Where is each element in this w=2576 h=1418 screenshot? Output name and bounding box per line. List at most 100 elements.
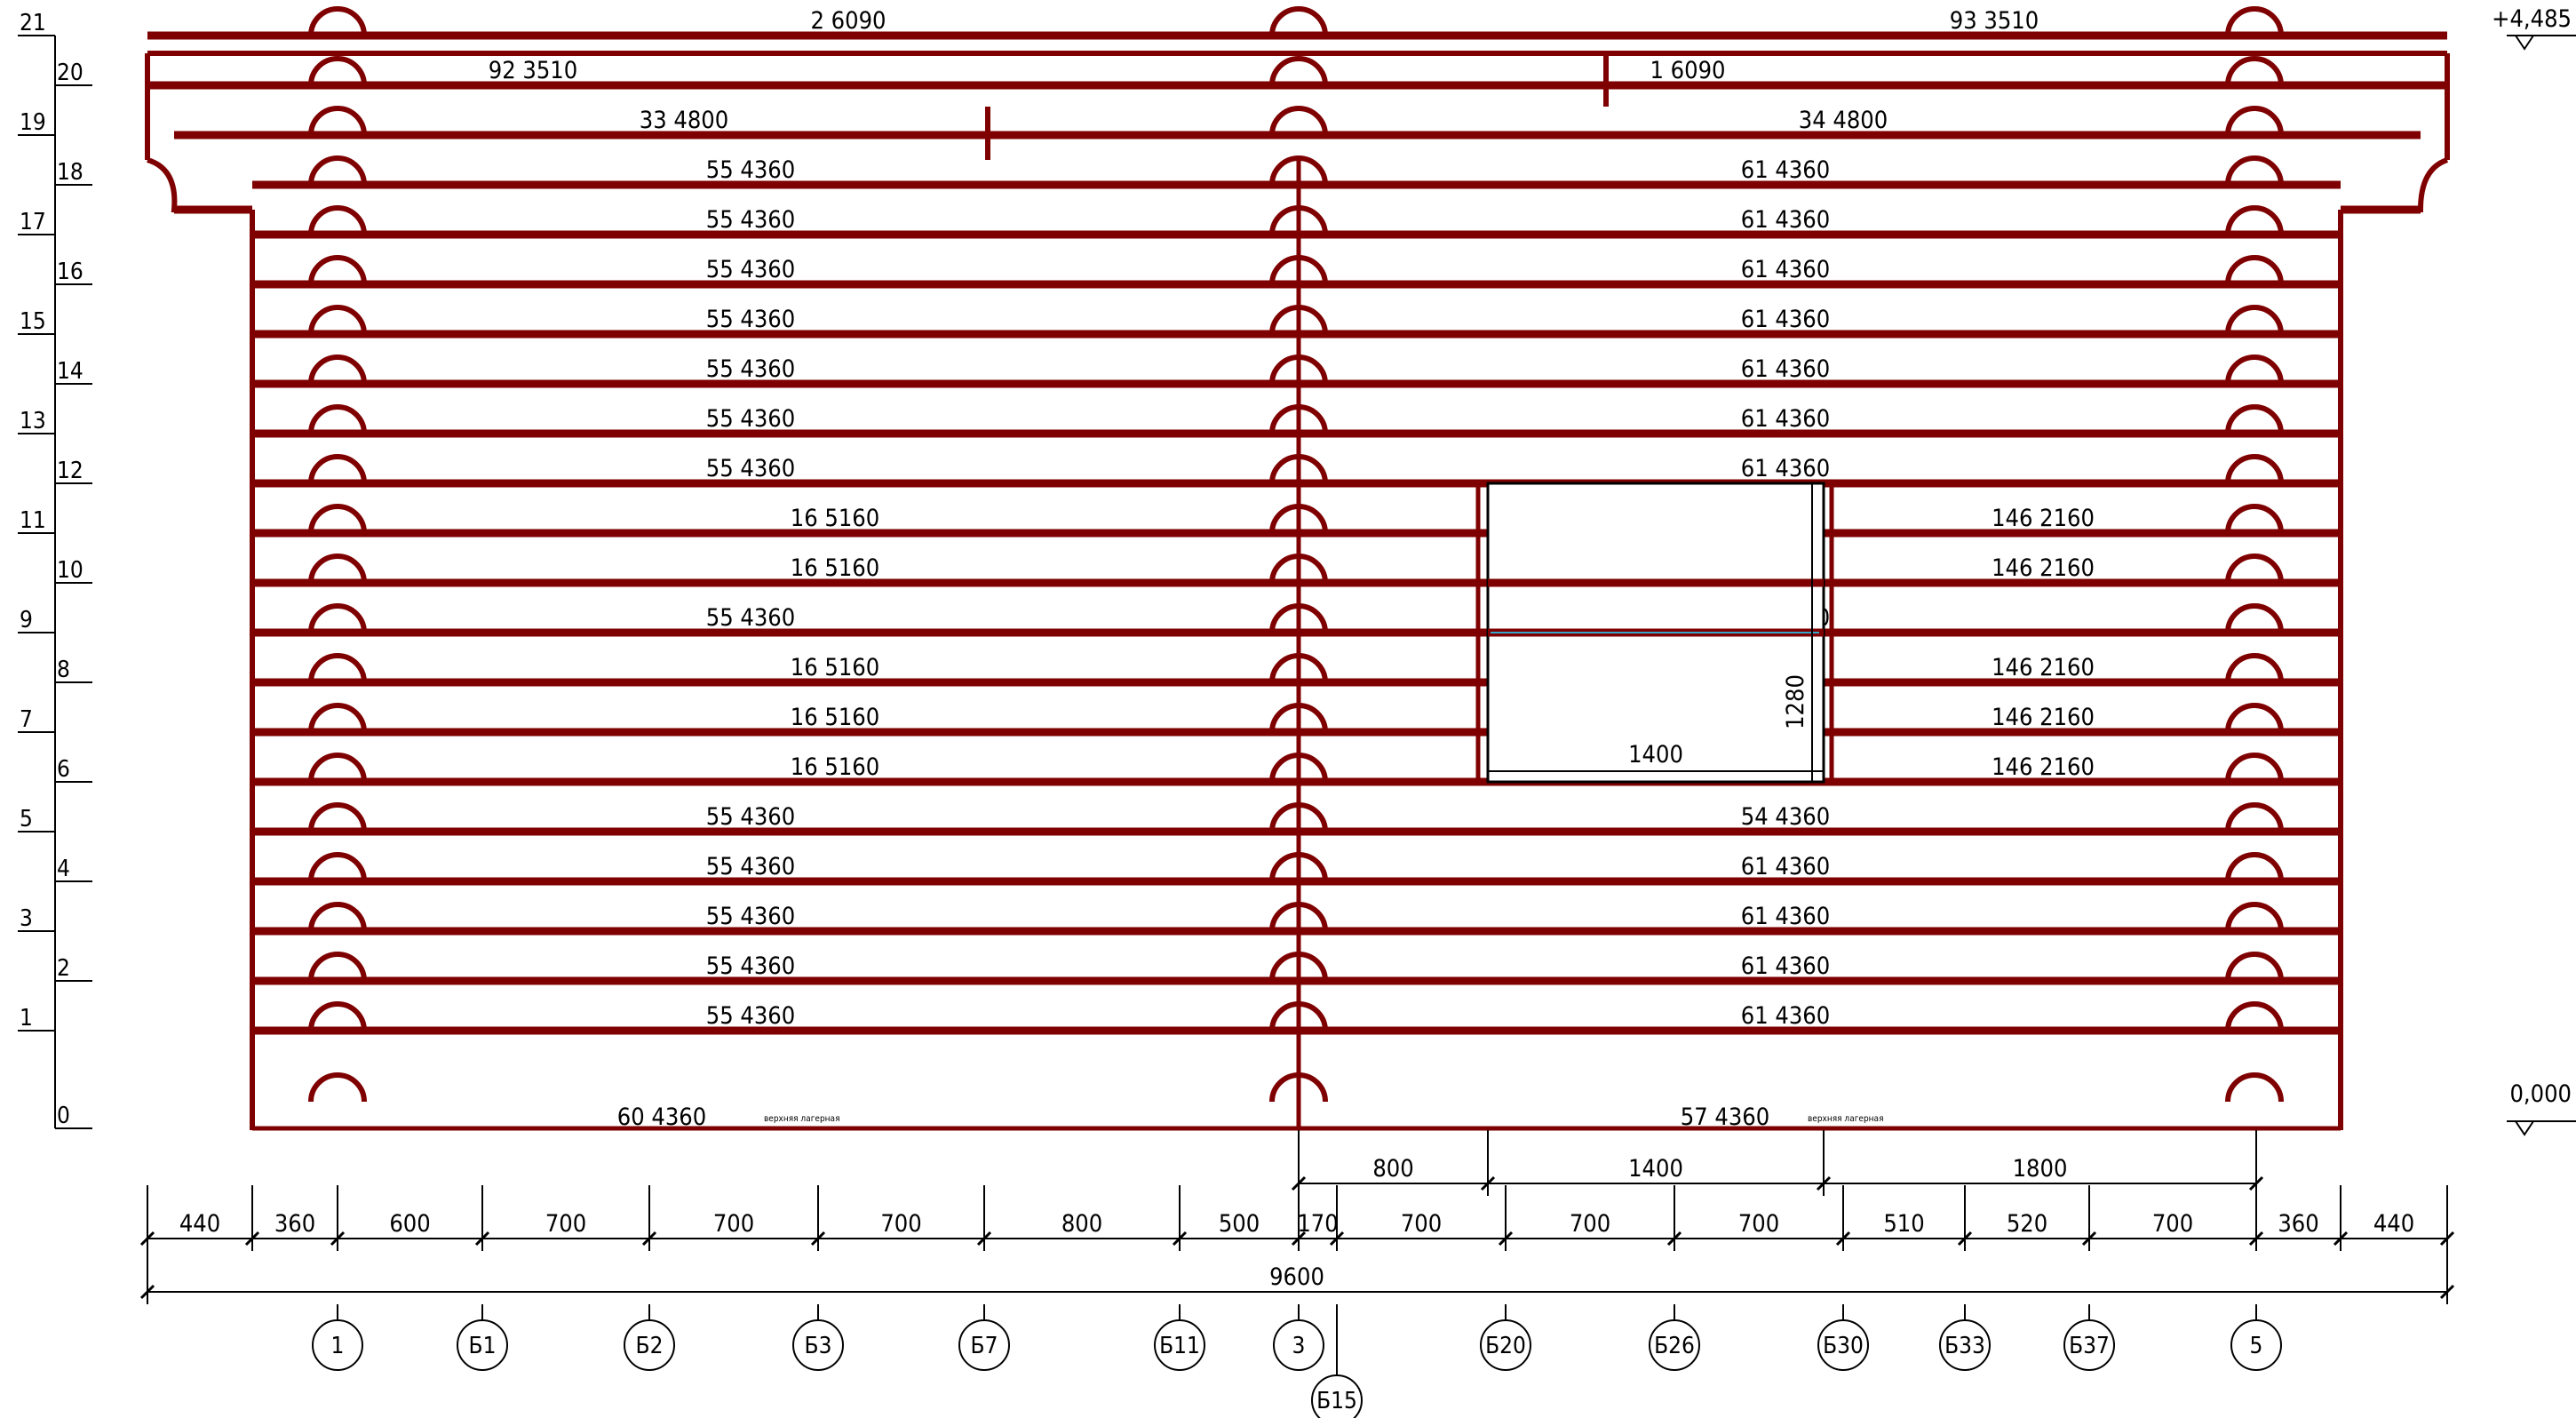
log-notch-arch [308,205,367,235]
log-notch-arch [1269,106,1328,136]
dim-label: 700 [880,1210,921,1238]
dim-tick [2333,1231,2349,1247]
dim-label: 1800 [2013,1155,2068,1183]
log-notch-arch [1269,802,1328,832]
log-label-right: 54 4360 [1741,803,1830,831]
log-label-left: 2 6090 [811,7,886,35]
dim-tick [641,1231,657,1247]
log-notch-arch [1269,454,1328,484]
axis-markers: 1 Б1 Б2 Б3 Б7 Б11 3 Б15 Б20 Б26 Б30 Б33 Б37 5 [312,1304,2282,1418]
log-label-right: 61 4360 [1741,1002,1830,1030]
axis-label: Б26 [1654,1333,1695,1359]
dim-label: 800 [1372,1155,1413,1183]
dim-label: 360 [274,1210,315,1238]
log-notch-arch [308,155,367,186]
log-notch-arch [2225,504,2284,534]
opening-width-label: 1400 [1628,741,1683,769]
axis-label: Б30 [1823,1333,1864,1359]
log-notch-arch [1269,902,1328,932]
log-label-right: 146 2160 [1992,505,2095,532]
log-notch-arch [1269,504,1328,534]
log-notch-arch [1269,255,1328,285]
row-number: 5 [20,806,33,832]
dim-tick [139,1284,155,1300]
row-number: 4 [57,856,70,882]
dim-tick [2248,1175,2264,1191]
axis-circle [958,1319,1010,1371]
log-notch-arch [2225,454,2284,484]
log-notch-arch [2225,802,2284,832]
log-notch-arch [1269,703,1328,733]
log-notch-arch [2225,155,2284,186]
log-rows: 60 4360 57 4360 55 4360 61 4360 55 4360 61 43… [145,6,2450,1131]
log-notch-arch [1269,205,1328,235]
log-label-left: 92 3510 [489,57,577,84]
row-number: 2 [57,955,70,982]
axis-label: Б1 [469,1333,497,1359]
log-notch-arch [308,852,367,882]
log-label-right: 146 2160 [1992,654,2095,681]
log-label-left: 55 4360 [706,903,795,930]
log-notch-arch [308,554,367,584]
row-number: 20 [57,60,83,86]
log-notch-arch [308,106,367,136]
log-label-left: 55 4360 [706,1002,795,1030]
row-number: 18 [57,159,83,186]
log-label-left: 33 4800 [640,107,728,134]
log-notch-arch [308,902,367,932]
axis-label: Б7 [971,1333,998,1359]
log-label-left: 16 5160 [791,505,879,532]
axis-label: 3 [1292,1333,1306,1359]
log-label-left: 55 4360 [706,405,795,433]
dim-label: 440 [179,1210,220,1238]
log-notch-arch [308,354,367,385]
log-notch-arch [2225,554,2284,584]
dim-tick [2248,1231,2264,1247]
axis-circle [2063,1319,2115,1371]
dim-tick [1666,1231,1682,1247]
log-label-right: 61 4360 [1741,455,1830,482]
log-label-right: 61 4360 [1741,853,1830,880]
log-label-right: 34 4800 [1799,107,1888,134]
log-label-left: 16 5160 [791,704,879,731]
dim-tick [330,1231,346,1247]
axis-label: Б11 [1159,1333,1200,1359]
log-label-right: 61 4360 [1741,156,1830,184]
axis-circle [2230,1319,2282,1371]
dim-tick [1835,1231,1851,1247]
row-number: 8 [57,657,70,683]
dim-tick [810,1231,826,1247]
log-label-left: 55 4360 [706,803,795,831]
dim-tick [1172,1231,1188,1247]
log-label-right: 61 4360 [1741,355,1830,383]
dim-tick [2081,1231,2097,1247]
log-label-right: 61 4360 [1741,903,1830,930]
log-notch-arch [2225,305,2284,335]
log-notch-arch [308,454,367,484]
log-notch-arch [2225,1001,2284,1032]
log-label-left: 60 4360 [617,1103,706,1131]
log-notch-arch [1269,952,1328,982]
dim-tick [244,1231,260,1247]
elevation-bottom-label: 0,000 [2509,1080,2572,1108]
axis-label: Б15 [1316,1388,1357,1414]
axis-circle [1273,1319,1324,1371]
dim-label: 700 [545,1210,586,1238]
log-note-left: верхняя лагерная [764,1114,839,1124]
axis-label: 1 [331,1333,345,1359]
log-label-right: 146 2160 [1992,753,2095,781]
row-number: 10 [57,557,83,584]
axis-label: Б3 [805,1333,832,1359]
log-label-left: 55 4360 [706,853,795,880]
row-number: 0 [57,1103,70,1129]
log-notch-arch [2225,354,2284,385]
dim-label: 440 [2373,1210,2414,1238]
log-notch-arch [1269,56,1328,86]
log-label-left: 55 4360 [706,455,795,482]
elevation-top-label: +4,485 [2492,5,2572,33]
log-note-right: верхняя лагерная [1808,1114,1883,1124]
row-number: 9 [20,607,33,633]
log-label-right: 146 2160 [1992,704,2095,731]
log-notch-arch [2225,56,2284,86]
